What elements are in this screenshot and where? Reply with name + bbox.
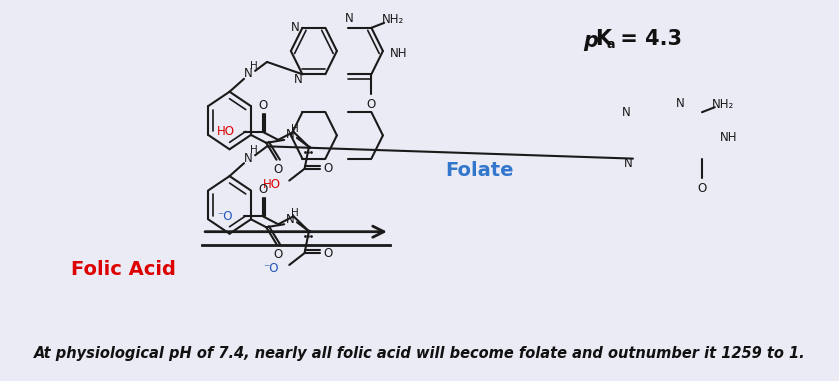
Text: NH: NH [720, 131, 737, 144]
Text: a: a [606, 38, 615, 51]
Text: N: N [624, 157, 633, 170]
Text: NH₂: NH₂ [712, 98, 734, 111]
Text: N: N [286, 128, 294, 141]
Text: Folic Acid: Folic Acid [70, 260, 175, 279]
Text: NH: NH [389, 46, 407, 59]
Text: Folate: Folate [445, 161, 513, 180]
Text: NH₂: NH₂ [382, 13, 404, 26]
Text: O: O [367, 98, 376, 110]
Text: O: O [324, 162, 333, 175]
Text: = 4.3: = 4.3 [613, 29, 682, 49]
Text: ⁻O: ⁻O [263, 263, 279, 275]
Text: O: O [324, 247, 333, 259]
Text: ⁻O: ⁻O [217, 210, 233, 223]
Text: N: N [286, 213, 294, 226]
Text: N: N [675, 97, 684, 110]
Text: N: N [345, 12, 353, 26]
Text: HO: HO [216, 125, 235, 138]
Text: p: p [583, 31, 598, 51]
Text: O: O [258, 183, 268, 196]
Text: N: N [244, 152, 253, 165]
Text: N: N [244, 67, 253, 80]
Text: N: N [291, 21, 300, 34]
Text: N: N [622, 106, 631, 119]
Text: O: O [697, 182, 706, 195]
Text: O: O [258, 99, 268, 112]
Text: H: H [291, 208, 300, 218]
Text: O: O [274, 163, 283, 176]
Text: H: H [249, 61, 258, 71]
Text: N: N [294, 73, 303, 86]
Text: O: O [274, 248, 283, 261]
Text: K: K [595, 29, 611, 49]
Text: At physiological pH of 7.4, nearly all folic acid will become folate and outnumb: At physiological pH of 7.4, nearly all f… [34, 346, 805, 361]
Text: H: H [291, 124, 300, 134]
Text: H: H [249, 145, 258, 155]
Text: HO: HO [263, 178, 281, 191]
